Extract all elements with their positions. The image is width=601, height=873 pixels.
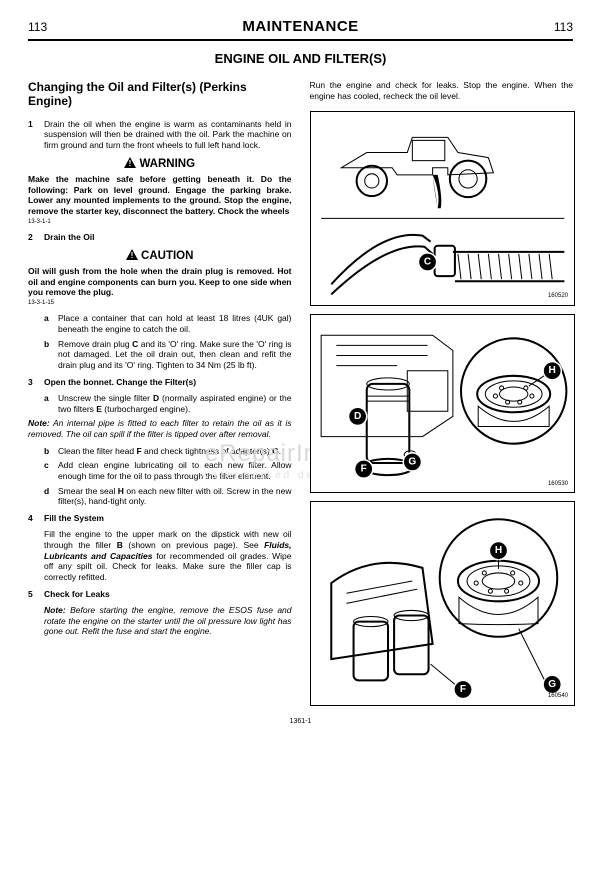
warning-body: Make the machine safe before getting ben… — [28, 174, 292, 217]
caution-code: 13-3-1-15 — [28, 300, 292, 308]
caution-icon: ! — [126, 249, 138, 264]
step-2a: a Place a container that can hold at lea… — [44, 313, 292, 334]
caution-heading: ! CAUTION — [28, 249, 292, 264]
step-3d-body: Smear the seal H on each new filter with… — [58, 486, 292, 507]
footer-id: 1361-1 — [28, 718, 573, 725]
step-3c: c Add clean engine lubricating oil to ea… — [44, 460, 292, 481]
step-3a-letter: a — [44, 393, 58, 414]
step-3-note: Note: An internal pipe is fitted to each… — [28, 418, 292, 439]
step-1: 1 Drain the oil when the engine is warm … — [28, 119, 292, 151]
step-4-number: 4 — [28, 513, 44, 524]
step-5-title: Check for Leaks — [44, 589, 292, 600]
svg-text:F: F — [459, 684, 465, 695]
warning-icon: ! — [124, 157, 136, 172]
step-3c-body: Add clean engine lubricating oil to each… — [58, 460, 292, 481]
step-3b-body: Clean the filter head F and check tightn… — [58, 446, 292, 457]
svg-text:C: C — [423, 257, 431, 268]
step-3b: b Clean the filter head F and check tigh… — [44, 446, 292, 457]
step-3: 3 Open the bonnet. Change the Filter(s) — [28, 377, 292, 388]
step-5-number: 5 — [28, 589, 44, 600]
step-3d-letter: d — [44, 486, 58, 507]
left-column: Changing the Oil and Filter(s) (Perkins … — [28, 80, 292, 714]
step-2a-letter: a — [44, 313, 58, 334]
step-2b-body: Remove drain plug C and its 'O' ring. Ma… — [58, 339, 292, 371]
right-intro: Run the engine and check for leaks. Stop… — [310, 80, 574, 101]
step-2b-letter: b — [44, 339, 58, 371]
svg-text:G: G — [548, 679, 556, 690]
warning-code: 13-3-1-1 — [28, 219, 292, 227]
caution-body: Oil will gush from the hole when the dra… — [28, 266, 292, 298]
step-4-title: Fill the System — [44, 513, 292, 524]
step-4-body: Fill the engine to the upper mark on the… — [44, 529, 292, 582]
step-2-title: Drain the Oil — [44, 232, 292, 243]
step-2a-body: Place a container that can hold at least… — [58, 313, 292, 334]
step-3-title: Open the bonnet. Change the Filter(s) — [44, 377, 292, 388]
svg-text:D: D — [353, 411, 360, 422]
step-5-note: Note: Before starting the engine, remove… — [44, 605, 292, 637]
step-2: 2 Drain the Oil — [28, 232, 292, 243]
step-3c-letter: c — [44, 460, 58, 481]
svg-text:H: H — [494, 545, 501, 556]
figure-1: C 160520 — [310, 111, 576, 306]
step-2b: b Remove drain plug C and its 'O' ring. … — [44, 339, 292, 371]
step-1-body: Drain the oil when the engine is warm as… — [44, 119, 292, 151]
topic-title: ENGINE OIL AND FILTER(S) — [28, 51, 573, 66]
figure-2-number: 160530 — [548, 481, 568, 489]
procedure-heading: Changing the Oil and Filter(s) (Perkins … — [28, 80, 292, 109]
step-3b-letter: b — [44, 446, 58, 457]
svg-text:F: F — [360, 463, 366, 474]
figure-1-number: 160520 — [548, 293, 568, 301]
page-number-left: 113 — [28, 20, 47, 34]
right-column: Run the engine and check for leaks. Stop… — [310, 80, 574, 714]
figure-2: D F G H 160530 — [310, 314, 576, 493]
step-5: 5 Check for Leaks — [28, 589, 292, 600]
step-4: 4 Fill the System — [28, 513, 292, 524]
step-3d: d Smear the seal H on each new filter wi… — [44, 486, 292, 507]
figure-3: H F G 160540 — [310, 501, 576, 706]
step-2-number: 2 — [28, 232, 44, 243]
page-header: 113 MAINTENANCE 113 — [28, 18, 573, 41]
svg-text:H: H — [548, 365, 555, 376]
step-1-number: 1 — [28, 119, 44, 151]
svg-text:!: ! — [129, 159, 132, 168]
svg-text:G: G — [408, 456, 416, 467]
page-number-right: 113 — [554, 20, 573, 34]
step-3a: a Unscrew the single filter D (normally … — [44, 393, 292, 414]
section-title: MAINTENANCE — [242, 18, 358, 35]
svg-text:!: ! — [131, 251, 134, 260]
warning-label: WARNING — [139, 158, 195, 170]
step-3a-body: Unscrew the single filter D (normally as… — [58, 393, 292, 414]
figure-3-number: 160540 — [548, 693, 568, 701]
caution-label: CAUTION — [141, 250, 193, 262]
step-3-number: 3 — [28, 377, 44, 388]
warning-heading: ! WARNING — [28, 157, 292, 172]
